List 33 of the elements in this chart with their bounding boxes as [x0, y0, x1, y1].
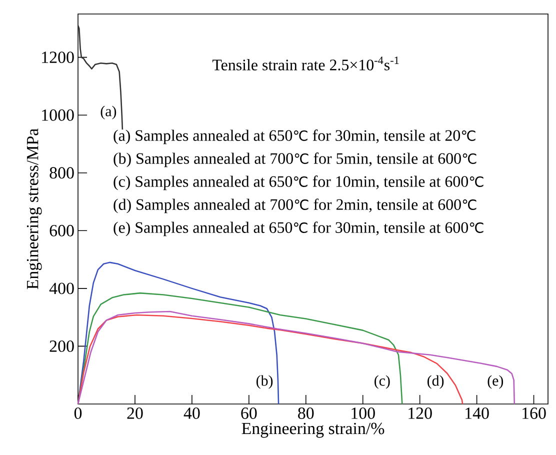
annotation: (e) Samples annealed at 650℃ for 30min, tensile at 600℃: [114, 222, 484, 236]
line-series: [77, 262, 280, 405]
series-label: (d): [428, 375, 444, 389]
x-tick-label: 140: [466, 408, 489, 419]
y-tick-label: 600: [50, 224, 74, 236]
annotation: Tensile strain rate 2.5×10$^{-4}$s$^{-1}$: [212, 56, 399, 70]
series-label: (c): [374, 375, 390, 389]
x-tick-label: 160: [522, 408, 546, 419]
line-series: [77, 292, 403, 405]
x-tick-label: 20: [127, 408, 143, 419]
y-tick-label: 200: [50, 340, 74, 352]
x-tick-label: 60: [241, 408, 257, 419]
annotation: (c) Samples annealed at 650℃ for 10min, tensile at 600℃: [114, 176, 484, 190]
x-tick-label: 80: [298, 408, 314, 419]
series-label: (b): [256, 375, 273, 389]
y-axis-title: Engineering stress/MPa: [26, 128, 42, 290]
annotation: (b) Samples annealed at 700℃ for 5min, tensile at 600℃: [114, 152, 476, 168]
x-tick-label: 0: [74, 408, 82, 419]
annotation: (d) Samples annealed at 700℃ for 2min, tensile at 600℃: [114, 198, 476, 214]
y-tick-label: 800: [50, 167, 74, 179]
series-label: (a): [100, 106, 116, 120]
x-axis-title: Engineering strain/%: [242, 422, 384, 438]
y-tick-label: 400: [49, 282, 74, 294]
line-series: [77, 310, 516, 405]
line-series: [77, 314, 464, 405]
x-tick-label: 120: [408, 408, 432, 419]
x-tick-label: 40: [184, 408, 200, 419]
line-series: [77, 24, 124, 130]
y-tick-label: 1200: [42, 52, 74, 64]
y-tick-label: 1000: [42, 109, 74, 121]
annotation: (a) Samples annealed at 650℃ for 30min, tensile at 20℃: [114, 130, 476, 144]
x-tick-label: 100: [352, 408, 375, 419]
series-label: (e): [488, 375, 504, 389]
